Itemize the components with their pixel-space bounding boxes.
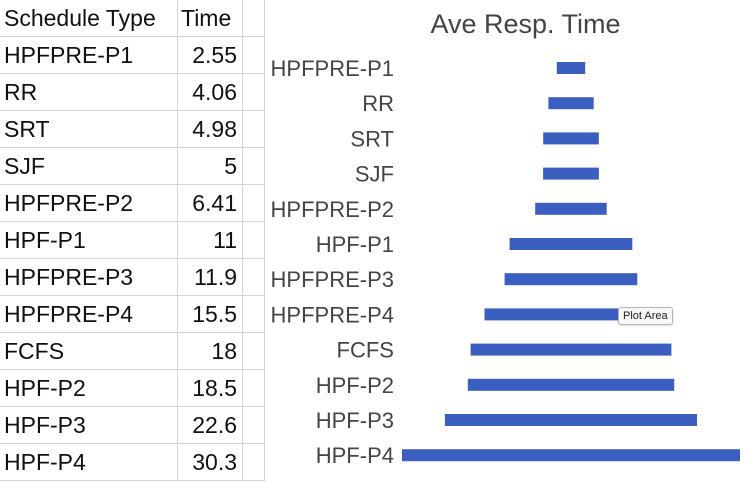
empty-cell[interactable]: [243, 333, 265, 370]
table-row: SRT 4.98: [0, 111, 265, 148]
category-label: HPF-P2: [316, 373, 394, 398]
header-schedule-type[interactable]: Schedule Type: [0, 0, 178, 37]
category-label: HPFPRE-P4: [271, 302, 394, 327]
cell-schedule-type[interactable]: HPFPRE-P3: [0, 259, 178, 296]
table-row: HPFPRE-P3 11.9: [0, 259, 265, 296]
cell-time[interactable]: 4.06: [178, 74, 243, 111]
category-label: SRT: [350, 126, 394, 151]
table-row: HPF-P4 30.3: [0, 444, 265, 481]
cell-schedule-type[interactable]: HPF-P2: [0, 370, 178, 407]
bar-hpf-p4[interactable]: [402, 449, 740, 462]
empty-cell[interactable]: [243, 0, 265, 37]
chart-area[interactable]: Ave Resp. Time HPFPRE-P1 RR SRT SJF HPFPRE-P…: [265, 0, 746, 478]
empty-cell[interactable]: [243, 296, 265, 333]
bar-hpf-p3[interactable]: [444, 414, 697, 426]
cell-schedule-type[interactable]: HPFPRE-P1: [0, 37, 178, 74]
bar-hpfpre-p2[interactable]: [535, 202, 607, 215]
category-label: HPFPRE-P1: [271, 56, 394, 81]
cell-schedule-type[interactable]: RR: [0, 74, 178, 111]
table-row: SJF 5: [0, 148, 265, 185]
category-label: HPF-P1: [316, 232, 394, 257]
category-label: SJF: [355, 162, 394, 187]
cell-schedule-type[interactable]: HPF-P1: [0, 222, 178, 259]
cell-schedule-type[interactable]: HPF-P3: [0, 407, 178, 444]
header-time[interactable]: Time: [178, 0, 243, 37]
cell-time[interactable]: 11.9: [178, 259, 243, 296]
empty-cell[interactable]: [243, 370, 265, 407]
cell-schedule-type[interactable]: HPFPRE-P4: [0, 296, 178, 333]
category-label: RR: [362, 91, 394, 116]
cell-time[interactable]: 18: [178, 333, 243, 370]
cell-time[interactable]: 5: [178, 148, 243, 185]
cell-schedule-type[interactable]: FCFS: [0, 333, 178, 370]
empty-cell[interactable]: [243, 185, 265, 222]
table-row: HPFPRE-P1 2.55: [0, 37, 265, 74]
empty-cell[interactable]: [243, 222, 265, 259]
bar-fcfs[interactable]: [470, 343, 672, 356]
cell-schedule-type[interactable]: SRT: [0, 111, 178, 148]
bar-rr[interactable]: [548, 97, 594, 110]
table-row: HPF-P1 11: [0, 222, 265, 259]
bar-hpf-p2[interactable]: [467, 378, 675, 391]
category-label: FCFS: [337, 338, 394, 363]
empty-cell[interactable]: [243, 444, 265, 481]
table-row: FCFS 18: [0, 333, 265, 370]
cell-time[interactable]: 2.55: [178, 37, 243, 74]
cell-time[interactable]: 4.98: [178, 111, 243, 148]
cell-schedule-type[interactable]: HPFPRE-P2: [0, 185, 178, 222]
bar-hpfpre-p3[interactable]: [504, 273, 638, 286]
table-row: RR 4.06: [0, 74, 265, 111]
cell-schedule-type[interactable]: HPF-P4: [0, 444, 178, 481]
cell-time[interactable]: 6.41: [178, 185, 243, 222]
table-row: HPF-P3 22.6: [0, 407, 265, 444]
bar-hpf-p1[interactable]: [509, 238, 633, 250]
bar-hpfpre-p1[interactable]: [556, 62, 586, 74]
empty-cell[interactable]: [243, 259, 265, 296]
table-row: HPFPRE-P4 15.5: [0, 296, 265, 333]
chart-title: Ave Resp. Time: [430, 9, 621, 39]
category-label: HPF-P3: [316, 408, 394, 433]
table-row: HPF-P2 18.5: [0, 370, 265, 407]
cell-time[interactable]: 15.5: [178, 296, 243, 333]
cell-time[interactable]: 18.5: [178, 370, 243, 407]
chart-plot[interactable]: HPFPRE-P1 RR SRT SJF HPFPRE-P2 HPF-P1 HPFPRE-P…: [265, 0, 746, 478]
empty-cell[interactable]: [243, 111, 265, 148]
category-label: HPF-P4: [316, 443, 394, 468]
empty-cell[interactable]: [243, 74, 265, 111]
bar-sjf[interactable]: [543, 167, 599, 180]
empty-cell[interactable]: [243, 407, 265, 444]
bar-srt[interactable]: [543, 132, 599, 145]
cell-schedule-type[interactable]: SJF: [0, 148, 178, 185]
bar-hpfpre-p4[interactable]: [484, 308, 658, 321]
empty-cell[interactable]: [243, 37, 265, 74]
cell-time[interactable]: 11: [178, 222, 243, 259]
table-row: HPFPRE-P2 6.41: [0, 185, 265, 222]
cell-time[interactable]: 22.6: [178, 407, 243, 444]
empty-cell[interactable]: [243, 148, 265, 185]
table-header-row: Schedule Type Time: [0, 0, 265, 37]
spreadsheet-table: Schedule Type Time HPFPRE-P1 2.55 RR 4.06 SR…: [0, 0, 265, 481]
plot-area-tooltip: Plot Area: [618, 307, 673, 325]
cell-time[interactable]: 30.3: [178, 444, 243, 481]
category-label: HPFPRE-P2: [271, 197, 394, 222]
category-label: HPFPRE-P3: [271, 267, 394, 292]
